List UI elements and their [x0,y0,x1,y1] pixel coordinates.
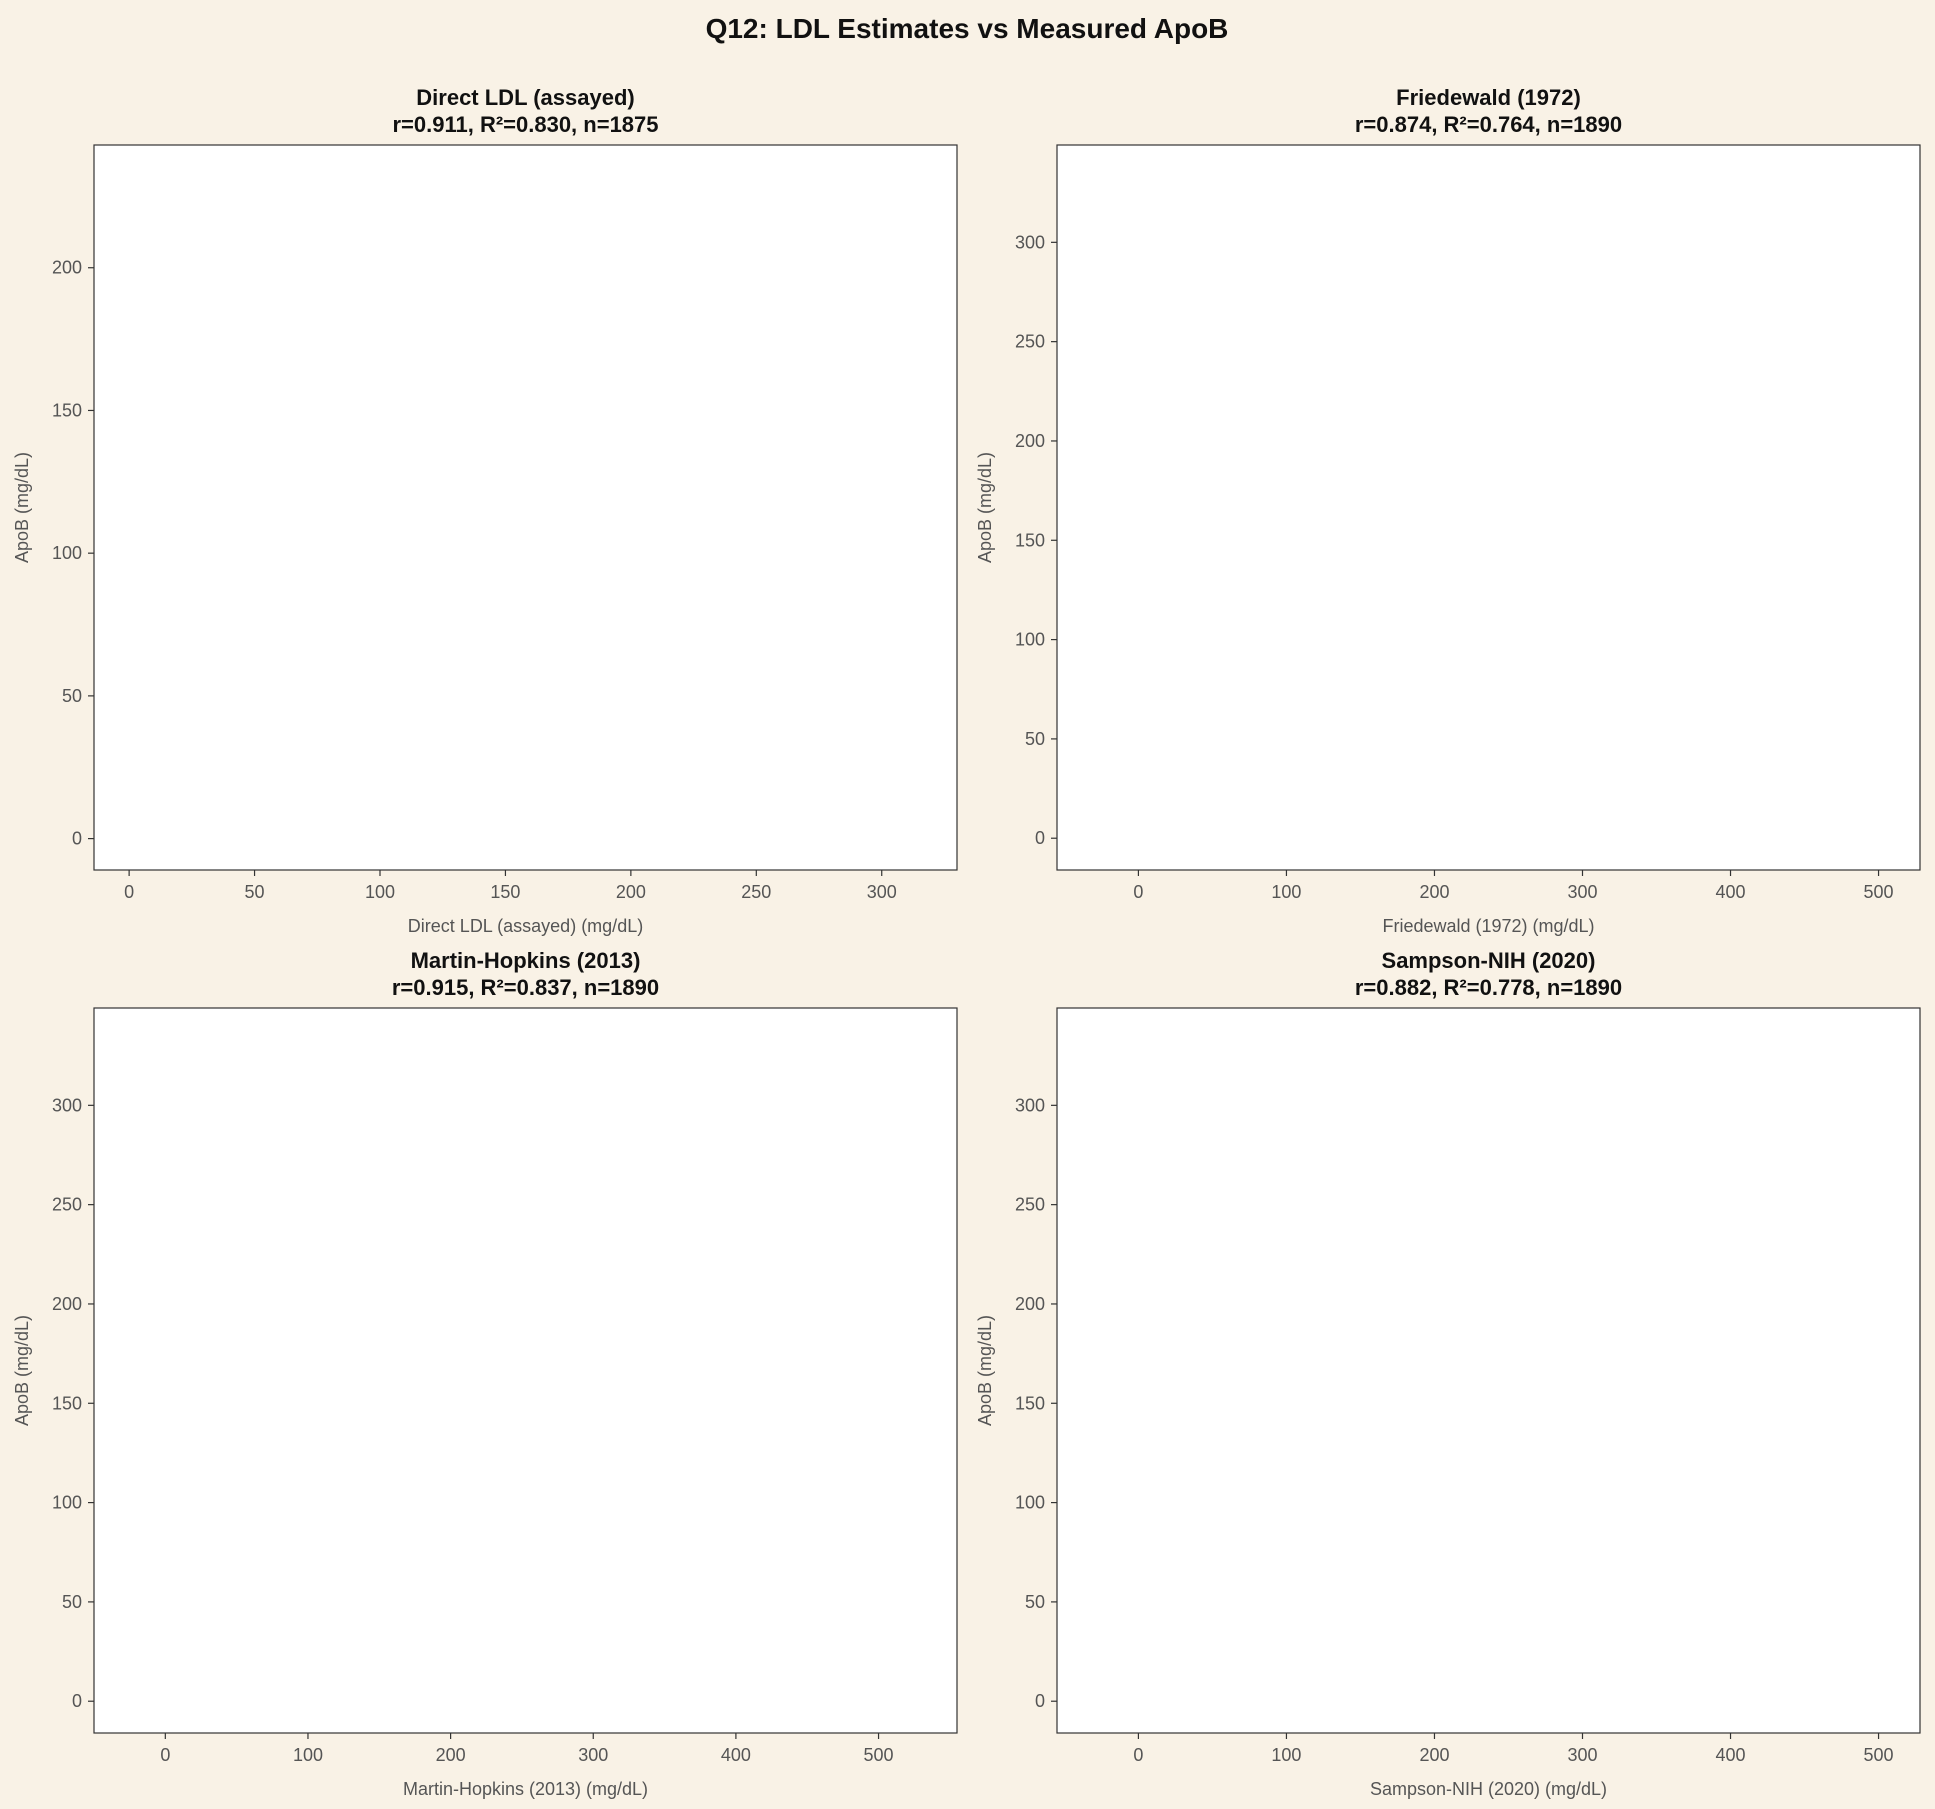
y-axis-ticks: 0 50 100 150 200 250 300 [1015,1095,1057,1711]
x-tick-label: 100 [365,882,395,902]
panel-title: Sampson-NIH (2020) [1382,948,1596,973]
panel-title: Friedewald (1972) [1396,85,1581,110]
x-tick-label: 500 [1864,882,1894,902]
panel-direct-ldl: Direct LDL (assayed)r=0.911, R²=0.830, n… [12,85,958,936]
y-axis-label: ApoB (mg/dL) [12,452,32,563]
x-tick-label: 300 [867,882,897,902]
x-tick-label: 200 [1419,1745,1449,1765]
y-tick-label: 100 [52,1493,82,1513]
y-tick-label: 150 [52,1393,82,1413]
y-axis-label: ApoB (mg/dL) [975,452,995,563]
panel-stats: r=0.874, R²=0.764, n=1890 [1355,112,1622,137]
y-tick-label: 300 [52,1095,82,1115]
x-tick-label: 400 [1716,1745,1746,1765]
panel-sampson-nih: Sampson-NIH (2020)r=0.882, R²=0.778, n=1… [975,948,1921,1799]
x-axis-label: Sampson-NIH (2020) (mg/dL) [1370,1779,1607,1799]
y-axis-label: ApoB (mg/dL) [12,1315,32,1426]
panel-friedewald: Friedewald (1972)r=0.874, R²=0.764, n=18… [975,85,1921,936]
y-tick-label: 250 [1015,1195,1045,1215]
panel-stats: r=0.915, R²=0.837, n=1890 [392,975,659,1000]
panel-title: Martin-Hopkins (2013) [411,948,641,973]
y-tick-label: 300 [1015,1095,1045,1115]
y-tick-label: 50 [1025,1592,1045,1612]
x-tick-label: 200 [436,1745,466,1765]
y-tick-label: 50 [62,1592,82,1612]
y-tick-label: 300 [1015,232,1045,252]
y-tick-label: 50 [62,686,82,706]
x-axis-label: Friedewald (1972) (mg/dL) [1382,916,1594,936]
y-tick-label: 100 [1015,1493,1045,1513]
y-tick-label: 250 [1015,332,1045,352]
axes-frame [93,144,958,871]
y-tick-label: 200 [52,258,82,278]
y-tick-label: 100 [1015,630,1045,650]
y-tick-label: 0 [72,1691,82,1711]
y-tick-label: 150 [52,400,82,420]
x-tick-label: 100 [293,1745,323,1765]
x-axis-ticks: 0 100 200 300 400 500 [1133,870,1894,902]
y-axis-label: ApoB (mg/dL) [975,1315,995,1426]
x-tick-label: 500 [864,1745,894,1765]
x-tick-label: 0 [124,882,134,902]
y-tick-label: 200 [52,1294,82,1314]
axes-frame [1056,144,1921,871]
y-tick-label: 200 [1015,431,1045,451]
x-tick-label: 100 [1271,882,1301,902]
x-tick-label: 200 [616,882,646,902]
x-tick-label: 400 [721,1745,751,1765]
x-axis-label: Direct LDL (assayed) (mg/dL) [408,916,643,936]
x-tick-label: 300 [578,1745,608,1765]
x-tick-label: 300 [1567,882,1597,902]
y-tick-label: 150 [1015,1393,1045,1413]
x-tick-label: 0 [1133,1745,1143,1765]
x-tick-label: 200 [1419,882,1449,902]
panel-title: Direct LDL (assayed) [416,85,634,110]
x-tick-label: 0 [1133,882,1143,902]
x-tick-label: 100 [1271,1745,1301,1765]
y-tick-label: 0 [1035,1691,1045,1711]
x-tick-label: 500 [1864,1745,1894,1765]
x-axis-ticks: 0 100 200 300 400 500 [160,1733,894,1765]
panel-stats: r=0.882, R²=0.778, n=1890 [1355,975,1622,1000]
y-tick-label: 150 [1015,530,1045,550]
y-tick-label: 50 [1025,729,1045,749]
y-axis-ticks: 0 50 100 150 200 250 300 [52,1095,94,1711]
x-tick-label: 300 [1567,1745,1597,1765]
axes-frame [93,1007,958,1734]
x-tick-label: 50 [245,882,265,902]
y-tick-label: 250 [52,1195,82,1215]
y-axis-ticks: 0 50 100 150 200 250 300 [1015,232,1057,848]
axes-frame [1056,1007,1921,1734]
x-axis-label: Martin-Hopkins (2013) (mg/dL) [403,1779,648,1799]
x-axis-ticks: 0 50 100 150 200 250 300 [124,870,897,902]
figure-title: Q12: LDL Estimates vs Measured ApoB [706,13,1229,44]
panels: Direct LDL (assayed)r=0.911, R²=0.830, n… [12,85,1921,1799]
y-tick-label: 0 [72,829,82,849]
y-tick-label: 100 [52,543,82,563]
x-tick-label: 150 [490,882,520,902]
x-tick-label: 250 [741,882,771,902]
y-tick-label: 0 [1035,828,1045,848]
y-tick-label: 200 [1015,1294,1045,1314]
panel-martin-hopkins: Martin-Hopkins (2013)r=0.915, R²=0.837, … [12,948,958,1799]
panel-stats: r=0.911, R²=0.830, n=1875 [392,112,658,137]
x-tick-label: 400 [1716,882,1746,902]
y-axis-ticks: 0 50 100 150 200 [52,258,94,849]
x-axis-ticks: 0 100 200 300 400 500 [1133,1733,1894,1765]
x-tick-label: 0 [160,1745,170,1765]
